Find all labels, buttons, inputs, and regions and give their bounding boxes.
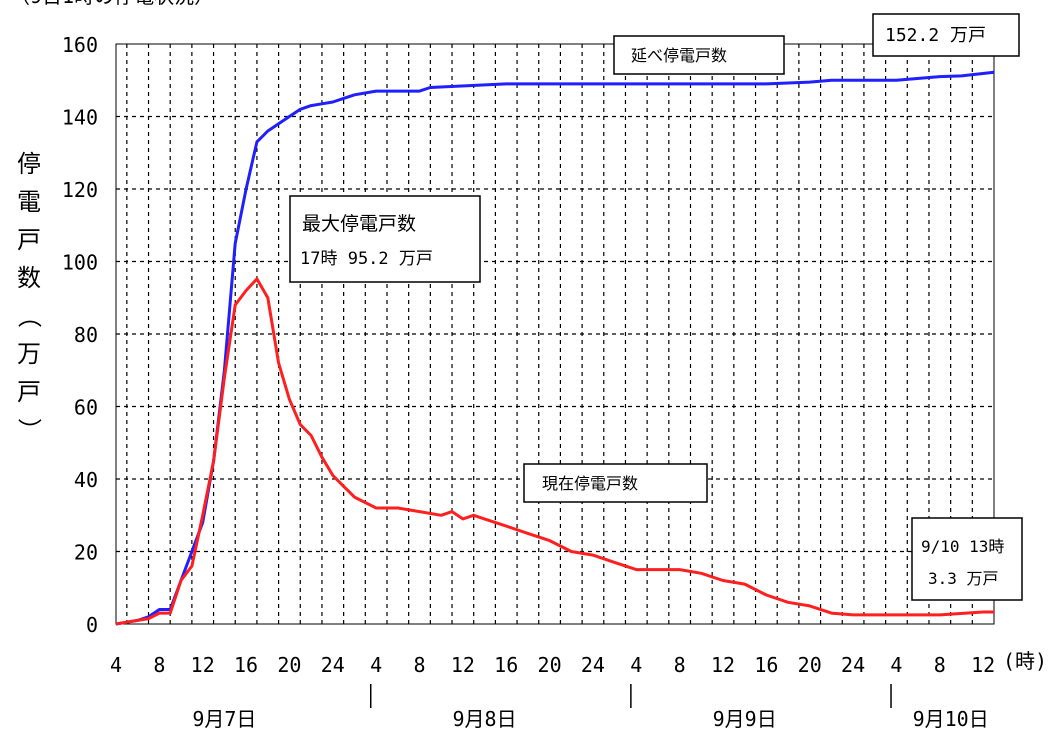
day-labels: 9月7日 9月8日 9月9日 9月10日 (192, 684, 989, 731)
y-tick-label: 40 (74, 468, 98, 492)
x-tick-label: 12 (971, 653, 995, 677)
x-tick-label: 24 (321, 653, 345, 677)
x-tick-label: 20 (277, 653, 301, 677)
y-label-char: 電 (17, 188, 41, 216)
x-tick-label: 12 (451, 653, 475, 677)
y-label-char: 数 (17, 264, 41, 292)
y-tick-label: 100 (62, 251, 98, 275)
x-tick-label: 24 (841, 653, 865, 677)
y-axis-label: 停電戸数（万戸） (15, 150, 43, 442)
x-tick-label: 4 (630, 653, 642, 677)
latest-value-box: 9/10 13時 3.3 万戸 (911, 517, 1023, 601)
x-tick-label: 8 (674, 653, 686, 677)
x-tick-label: 16 (494, 653, 518, 677)
chart-title: （9日1時の停電状況） (10, 0, 214, 8)
latest-time: 9/10 13時 (921, 537, 1004, 556)
x-tick-label: 4 (110, 653, 122, 677)
x-tick-label: 12 (711, 653, 735, 677)
y-label-char: 戸 (17, 378, 41, 406)
x-tick-label: 8 (153, 653, 165, 677)
x-tick-label: 4 (370, 653, 382, 677)
y-tick-label: 160 (62, 33, 98, 57)
y-label-char: 停 (17, 150, 41, 178)
y-label-char: 戸 (17, 226, 41, 254)
x-tick-label: 20 (798, 653, 822, 677)
cumulative-label: 延べ停電戸数 (631, 46, 727, 65)
grid (116, 44, 994, 624)
x-tick-label: 8 (413, 653, 425, 677)
latest-value: 3.3 万戸 (928, 569, 999, 588)
series-lines (115, 70, 995, 626)
series-line-cumulative (115, 70, 995, 626)
current-label-box: 現在停電戸数 (523, 463, 708, 503)
cumulative-final-value: 152.2 万戸 (885, 25, 986, 46)
max-outage-title: 最大停電戸数 (302, 213, 416, 235)
x-tick-label: 16 (754, 653, 778, 677)
max-outage-value: 17時 95.2 万戸 (300, 249, 433, 269)
y-tick-label: 120 (62, 178, 98, 202)
cumulative-label-box: 延べ停電戸数 (613, 35, 785, 75)
y-label-char: 万 (17, 340, 41, 368)
day-label: 9月9日 (713, 707, 777, 731)
y-tick-label: 80 (74, 323, 98, 347)
y-tick-label: 60 (74, 396, 98, 420)
y-tick-label: 0 (86, 613, 98, 637)
x-tick-label: 24 (581, 653, 605, 677)
y-label-char: （ (15, 304, 43, 328)
day-label: 9月8日 (452, 707, 516, 731)
x-tick-label: 16 (234, 653, 258, 677)
max-outage-box: 最大停電戸数 17時 95.2 万戸 (289, 195, 481, 283)
y-axis-ticks: 0 20 40 60 80 100 120 140 160 (62, 33, 98, 637)
x-unit-label: (時) (1003, 649, 1047, 673)
x-tick-label: 8 (934, 653, 946, 677)
cumulative-final-box: 152.2 万戸 (872, 13, 1020, 57)
x-tick-label: 12 (191, 653, 215, 677)
x-axis-ticks: 4 8 12 16 20 24 4 8 12 16 20 24 4 8 12 16 20 24 4 8 12 (110, 653, 995, 677)
y-tick-label: 20 (74, 541, 98, 565)
series-line-current (115, 277, 994, 626)
day-label: 9月10日 (913, 707, 989, 731)
x-tick-label: 20 (538, 653, 562, 677)
plot-frame (115, 43, 995, 625)
day-label: 9月7日 (192, 707, 256, 731)
x-tick-label: 4 (890, 653, 902, 677)
y-label-char: ） (15, 418, 43, 442)
y-tick-label: 140 (62, 106, 98, 130)
current-label: 現在停電戸数 (542, 474, 638, 493)
